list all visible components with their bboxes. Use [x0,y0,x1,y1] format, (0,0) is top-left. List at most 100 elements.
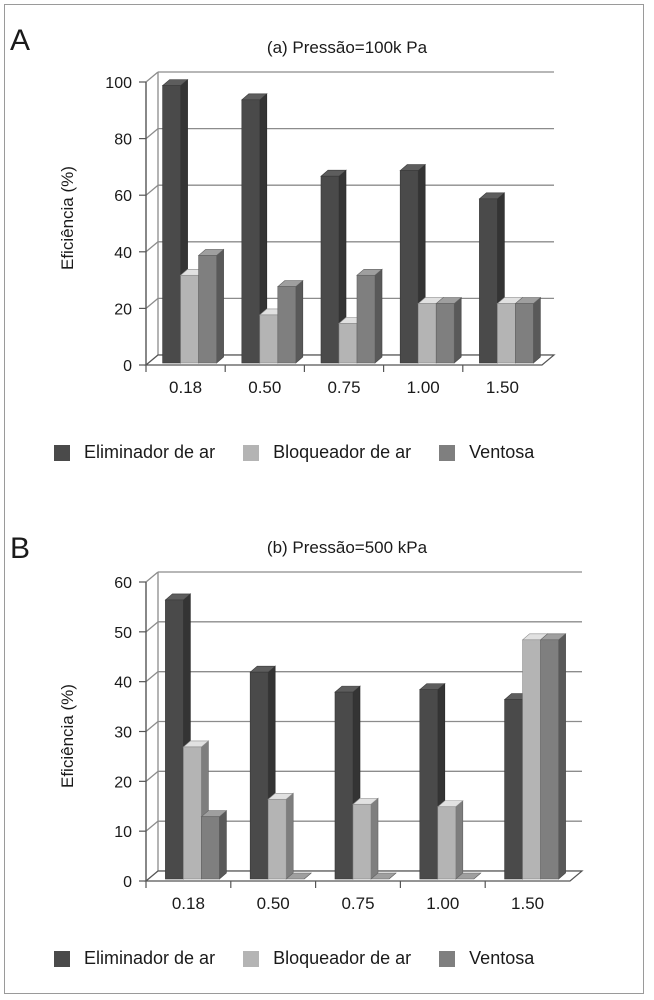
legend-item-bloqueador-a: Bloqueador de ar [243,442,411,463]
grid-diagonal-b-4 [145,671,159,683]
y-tick-label-b-1: 10 [114,824,132,841]
bar-side-b-3-1 [455,800,464,880]
chart-panel-b: B (b) Pressão=500 kPa Eficiência (%) 0 10… [4,508,650,996]
grid-diagonal-b-3 [145,721,159,732]
bar-b-1-2 [285,872,313,880]
grid-diagonal-b-2 [145,770,159,782]
bar-front-a-2-1 [338,323,358,364]
legend-swatch-ventosa-b [439,950,456,967]
y-tick-label-b-6: 60 [114,575,132,592]
bar-side-b-1-1 [285,792,294,880]
bar-front-a-1-2 [277,286,297,364]
figure-frame [4,4,644,994]
y-tick-label-b-5: 50 [114,625,132,642]
x-tick-label-a-4: 1.50 [486,378,519,397]
y-tick-label-b-2: 20 [114,774,132,791]
bar-front-a-4-1 [497,303,516,364]
grid-diagonal-a-3 [145,184,159,196]
bar-chart-b: 0 10 20 30 40 50 60 0.18 0.50 0.75 1.00 1.50 [114,571,584,913]
legend-swatch-ventosa-a [439,444,456,461]
grid-diagonal-a-5 [145,71,159,83]
bar-front-b-4-0 [504,699,523,880]
bar-front-b-4-2 [540,639,559,880]
legend-label-bloqueador-a: Bloqueador de ar [273,442,412,462]
bar-side-a-4-2 [533,296,541,364]
bar-front-a-1-1 [259,314,279,364]
legend-label-eliminador-b: Eliminador de ar [84,948,216,968]
bar-a-1-2 [276,279,304,364]
chart-title-b: (b) Pressão=500 kPa [266,538,428,557]
legend-item-bloqueador-b: Bloqueador de ar [243,948,411,969]
bar-b-3-0 [418,682,446,880]
y-tick-label-a-0: 0 [123,358,132,375]
bar-a-2-2 [356,268,383,364]
bar-top-b-2-2 [370,872,397,880]
bar-front-b-3-1 [437,806,457,880]
x-tick-label-b-3: 1.00 [426,894,459,913]
x-tick-label-a-0: 0.18 [169,378,202,397]
y-tick-label-a-3: 60 [114,188,132,205]
y-tick-label-b-3: 30 [114,725,132,742]
grid-diagonal-b-6 [145,571,159,583]
legend-swatch-bloqueador-b [243,950,260,967]
grid-diagonal-a-4 [145,128,159,140]
plot-area-a: 0 20 40 60 80 100 0.18 0.50 0.75 1.00 1.50 [105,71,556,397]
legend-b: Eliminador de ar Bloqueador de ar Ventos… [54,948,562,969]
legend-label-bloqueador-b: Bloqueador de ar [273,948,412,968]
bar-front-a-4-0 [479,198,498,364]
bar-a-1-0 [240,93,268,364]
plot-area-b: 0 10 20 30 40 50 60 0.18 0.50 0.75 1.00 1.50 [114,571,584,913]
bar-side-a-3-2 [453,296,462,364]
bar-front-a-0-1 [180,274,199,364]
bar-top-b-3-2 [454,872,482,880]
chart-panel-a: A (a) Pressão=100k Pa Eficiência (%) 0 20… [4,4,650,494]
legend-label-ventosa-a: Ventosa [469,442,535,462]
x-tick-label-a-1: 0.50 [248,378,281,397]
bar-a-0-2 [197,248,225,364]
bar-front-b-3-0 [419,689,439,880]
bar-b-0-2 [200,810,228,880]
grid-diagonal-a-1 [145,297,159,309]
legend-item-ventosa-a: Ventosa [439,442,534,463]
bar-front-b-0-0 [165,599,184,880]
bar-front-b-1-1 [267,798,287,880]
x-tick-label-a-2: 0.75 [327,378,360,397]
legend-swatch-eliminador-a [54,444,70,461]
x-tick-label-a-3: 1.00 [407,378,440,397]
grid-diagonal-b-5 [145,621,159,633]
legend-label-eliminador-a: Eliminador de ar [84,442,216,462]
y-tick-label-b-0: 0 [123,874,132,891]
legend-swatch-eliminador-b [54,950,70,967]
bar-side-a-2-2 [374,268,383,364]
grid-diagonal-b-1 [145,820,159,832]
bar-front-a-4-2 [515,303,534,364]
bar-b-1-1 [267,792,295,880]
bar-a-3-2 [435,296,463,364]
y-tick-label-b-4: 40 [114,675,132,692]
bar-a-2-0 [320,169,347,364]
bar-front-b-0-2 [201,816,220,880]
x-tick-label-b-2: 0.75 [341,894,374,913]
bar-front-a-3-2 [435,303,455,364]
y-tick-label-a-2: 40 [114,245,132,262]
bar-front-b-0-1 [183,746,202,880]
legend-item-eliminador-a: Eliminador de ar [54,442,215,463]
bar-side-b-2-1 [370,797,379,880]
x-tick-label-b-4: 1.50 [511,894,544,913]
bar-front-a-2-2 [356,274,376,364]
bar-front-a-3-1 [417,303,437,364]
bar-b-2-2 [370,872,397,880]
y-tick-label-a-1: 20 [114,301,132,318]
x-tick-label-b-1: 0.50 [257,894,290,913]
bar-side-b-0-2 [219,810,227,880]
panel-letter-a: A [10,24,31,57]
legend-item-eliminador-b: Eliminador de ar [54,948,215,969]
legend-a: Eliminador de ar Bloqueador de ar Ventos… [54,442,562,463]
bar-front-b-2-0 [334,691,354,880]
y-tick-label-a-4: 80 [114,132,132,149]
bar-b-3-1 [436,800,464,880]
bar-front-a-1-0 [241,99,261,364]
bar-b-3-2 [454,872,482,880]
bar-b-4-2 [539,633,567,880]
bar-chart-a: 0 20 40 60 80 100 0.18 0.50 0.75 1.00 1.50 [105,71,556,397]
